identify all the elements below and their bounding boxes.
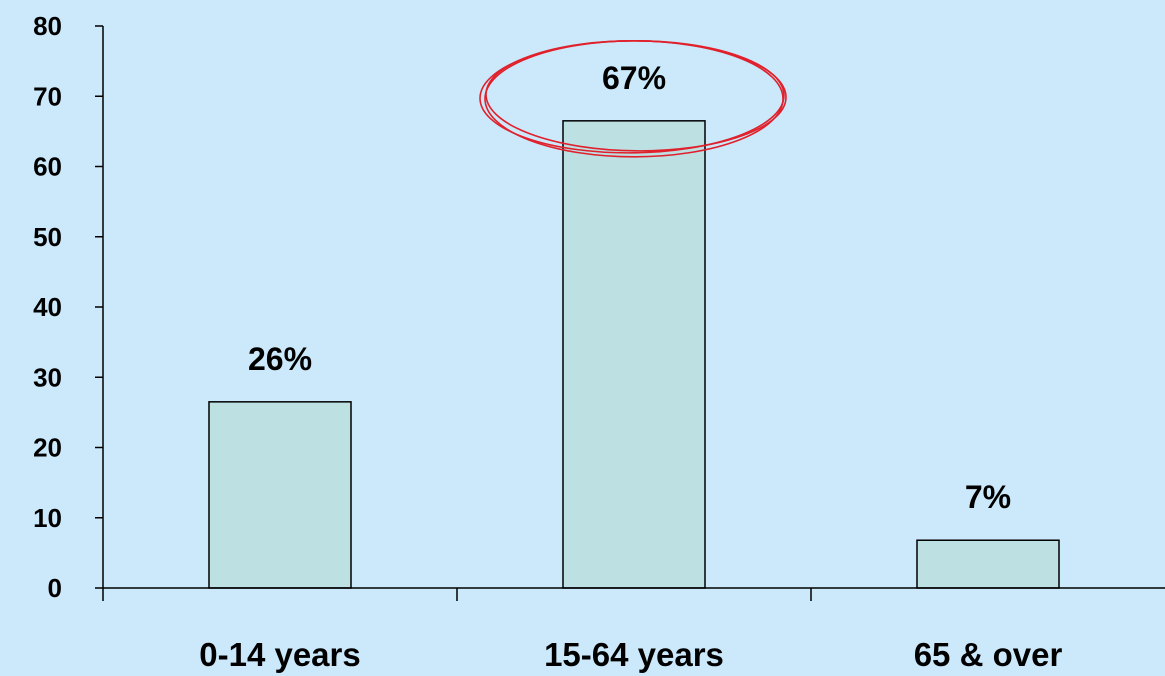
- highlight-ellipse-stroke: [485, 40, 787, 152]
- data-labels: 26% 67% 7%: [248, 60, 1011, 515]
- bar: [916, 539, 1060, 589]
- data-label: 67%: [602, 60, 666, 96]
- y-tick-label: 20: [33, 433, 62, 463]
- y-tick-label: 50: [33, 222, 62, 252]
- y-tick-label: 60: [33, 152, 62, 182]
- bar: [562, 120, 706, 589]
- y-axis: 0 10 20 30 40 50 60 70 80: [33, 11, 104, 603]
- highlight-ellipse: [479, 40, 787, 158]
- y-tick-label: 70: [33, 81, 62, 111]
- x-axis: 0-14 years 15-64 years 65 & over: [102, 587, 1165, 673]
- y-tick-label: 40: [33, 292, 62, 322]
- y-tick-label: 30: [33, 362, 62, 392]
- x-category-label: 15-64 years: [544, 636, 724, 673]
- bar: [208, 401, 352, 589]
- x-category-label: 65 & over: [914, 636, 1063, 673]
- bars: [208, 120, 1060, 589]
- y-tick-label: 0: [48, 573, 62, 603]
- y-tick-label: 10: [33, 503, 62, 533]
- data-label: 26%: [248, 341, 312, 377]
- x-category-label: 0-14 years: [199, 636, 360, 673]
- data-label: 7%: [965, 479, 1011, 515]
- y-tick-label: 80: [33, 11, 62, 41]
